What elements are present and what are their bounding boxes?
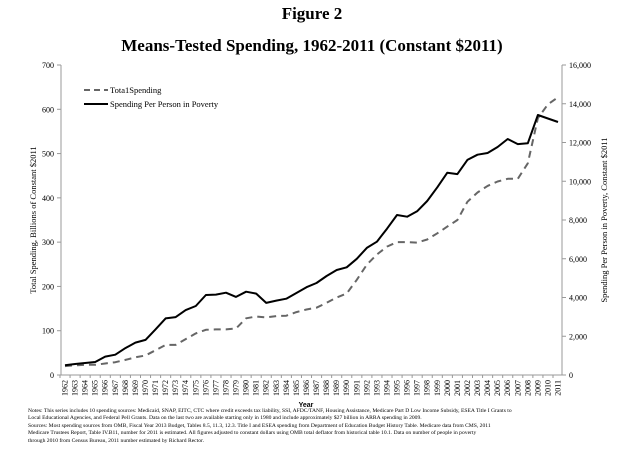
x-tick-label: 2005 bbox=[493, 380, 502, 396]
x-tick-label: 2010 bbox=[543, 380, 552, 396]
x-tick-label: 1979 bbox=[232, 380, 241, 396]
x-tick-label: 1965 bbox=[91, 380, 100, 396]
x-tick-label: 1977 bbox=[211, 380, 220, 396]
x-tick-label: 1986 bbox=[302, 380, 311, 396]
x-tick-label: 1991 bbox=[352, 380, 361, 396]
x-tick-label: 1980 bbox=[242, 380, 251, 396]
y-tick-label-right: 12,000 bbox=[569, 139, 591, 148]
x-tick-label: 2000 bbox=[443, 380, 452, 396]
y-tick-label-right: 2,000 bbox=[569, 332, 587, 341]
legend-label-total-spending: Tota1Spending bbox=[110, 85, 162, 95]
x-tick-label: 2004 bbox=[483, 380, 492, 396]
legend-label-per-person: Spending Per Person in Poverty bbox=[110, 99, 219, 109]
chart-title: Means-Tested Spending, 1962-2011 (Consta… bbox=[121, 36, 503, 55]
x-tick-label: 1998 bbox=[423, 380, 432, 396]
x-tick-label: 1966 bbox=[101, 380, 110, 396]
x-tick-label: 1987 bbox=[312, 380, 321, 396]
x-tick-label: 2003 bbox=[473, 380, 482, 396]
y-axis-title-right: Spending Per Person in Poverty, Constant… bbox=[599, 137, 609, 302]
y-tick-label-right: 8,000 bbox=[569, 216, 587, 225]
series-line-total-spending bbox=[64, 96, 559, 368]
y-tick-label-right: 6,000 bbox=[569, 255, 587, 264]
x-tick-label: 1973 bbox=[171, 380, 180, 396]
x-tick-label: 1962 bbox=[61, 380, 70, 396]
x-tick-label: 1997 bbox=[413, 380, 422, 396]
y-tick-label-left: 200 bbox=[42, 282, 54, 291]
x-tick-label: 1978 bbox=[221, 380, 230, 396]
x-tick-label: 2011 bbox=[554, 380, 563, 396]
x-tick-label: 1990 bbox=[342, 380, 351, 396]
y-tick-label-right: 0 bbox=[569, 371, 573, 380]
y-tick-label-right: 14,000 bbox=[569, 100, 591, 109]
y-tick-label-right: 10,000 bbox=[569, 177, 591, 186]
footnote-line: Notes: This series includes 10 spending … bbox=[28, 408, 512, 414]
x-tick-label: 1974 bbox=[181, 380, 190, 396]
x-tick-label: 1982 bbox=[262, 380, 271, 396]
y-tick-label-left: 500 bbox=[42, 150, 54, 159]
x-tick-label: 1970 bbox=[141, 380, 150, 396]
x-tick-label: 1999 bbox=[433, 380, 442, 396]
x-tick-label: 2001 bbox=[453, 380, 462, 396]
y-tick-label-left: 100 bbox=[42, 327, 54, 336]
x-tick-label: 1969 bbox=[131, 380, 140, 396]
x-tick-label: 1996 bbox=[403, 380, 412, 396]
x-tick-label: 2002 bbox=[463, 380, 472, 396]
series-line-per-person-in-poverty bbox=[64, 114, 559, 367]
x-tick-label: 1988 bbox=[322, 380, 331, 396]
x-tick-label: 1985 bbox=[292, 380, 301, 396]
footnotes: Notes: This series includes 10 spending … bbox=[28, 408, 618, 445]
y-tick-label-left: 400 bbox=[42, 194, 54, 203]
y-axis-title-left: Total Spending, Billions of Constant $20… bbox=[28, 146, 38, 293]
x-tick-label: 1975 bbox=[191, 380, 200, 396]
x-tick-label: 2009 bbox=[533, 380, 542, 396]
y-tick-label-left: 700 bbox=[42, 61, 54, 70]
footnote-line: Local Educational Agencies, and Federal … bbox=[28, 415, 422, 422]
footnote-line: Sources: Most spending sources from OMB,… bbox=[28, 422, 491, 429]
x-tick-label: 1989 bbox=[332, 380, 341, 396]
y-tick-label-right: 16,000 bbox=[569, 61, 591, 70]
x-tick-label: 1984 bbox=[282, 380, 291, 396]
x-tick-label: 2007 bbox=[513, 380, 522, 396]
x-tick-label: 1963 bbox=[71, 380, 80, 396]
y-tick-label-left: 300 bbox=[42, 238, 54, 247]
x-tick-label: 1976 bbox=[201, 380, 210, 396]
x-tick-label: 1972 bbox=[161, 380, 170, 396]
x-tick-label: 1983 bbox=[272, 380, 281, 396]
x-tick-label: 1964 bbox=[81, 380, 90, 396]
legend: Tota1Spending Spending Per Person in Pov… bbox=[84, 85, 219, 109]
x-tick-label: 1993 bbox=[372, 380, 381, 396]
x-tick-label: 1971 bbox=[151, 380, 160, 396]
x-tick-label: 2008 bbox=[523, 380, 532, 396]
y-tick-label-right: 4,000 bbox=[569, 294, 587, 303]
x-axis-title: Year bbox=[299, 402, 314, 409]
y-tick-label-left: 600 bbox=[42, 105, 54, 114]
x-tick-label: 1995 bbox=[393, 380, 402, 396]
x-tick-label: 2006 bbox=[503, 380, 512, 396]
footnote-line: Medicare Trustees Report, Table IV.B11, … bbox=[28, 430, 477, 437]
x-tick-label: 1994 bbox=[382, 380, 391, 396]
x-tick-label: 1967 bbox=[111, 380, 120, 396]
x-tick-label: 1968 bbox=[121, 380, 130, 396]
footnote-line: through 2010 from Census Bureau, 2011 nu… bbox=[28, 437, 204, 444]
x-tick-label: 1981 bbox=[252, 380, 261, 396]
x-tick-label: 1992 bbox=[362, 380, 371, 396]
y-tick-label-left: 0 bbox=[50, 371, 54, 380]
figure-label: Figure 2 bbox=[281, 4, 343, 23]
